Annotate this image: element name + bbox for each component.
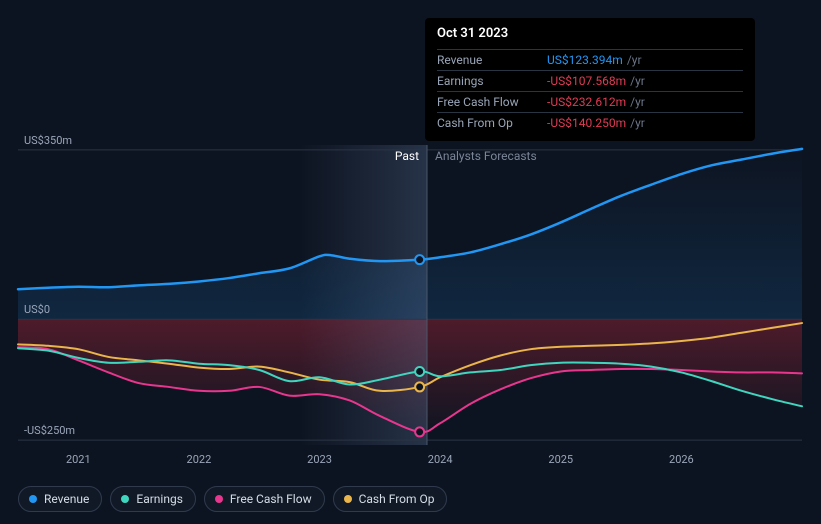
svg-text:2023: 2023 xyxy=(307,453,332,466)
tooltip-metric-unit: /yr xyxy=(630,116,645,130)
tooltip-date: Oct 31 2023 xyxy=(437,26,743,45)
tooltip-row: Cash From Op-US$140.250m/yr xyxy=(437,112,743,133)
svg-text:-US$250m: -US$250m xyxy=(24,424,75,437)
svg-text:2026: 2026 xyxy=(669,453,694,466)
legend-label: Earnings xyxy=(136,492,183,506)
legend-label: Cash From Op xyxy=(359,492,435,506)
tooltip-metric-label: Earnings xyxy=(437,74,547,88)
svg-text:Analysts Forecasts: Analysts Forecasts xyxy=(435,149,537,163)
tooltip-metric-value: -US$107.568m xyxy=(547,74,626,88)
legend-dot-icon xyxy=(344,495,352,503)
legend-item-revenue[interactable]: Revenue xyxy=(18,486,102,512)
tooltip-metric-unit: /yr xyxy=(630,95,645,109)
svg-text:2021: 2021 xyxy=(66,453,91,466)
legend-dot-icon xyxy=(29,495,37,503)
tooltip-metric-value: -US$140.250m xyxy=(547,116,626,130)
legend-item-cash-from-op[interactable]: Cash From Op xyxy=(333,486,448,512)
chart-legend: Revenue Earnings Free Cash Flow Cash From O… xyxy=(18,486,447,512)
svg-text:US$0: US$0 xyxy=(24,303,50,316)
tooltip-metric-label: Revenue xyxy=(437,53,547,67)
legend-item-free-cash-flow[interactable]: Free Cash Flow xyxy=(204,486,325,512)
chart-tooltip: Oct 31 2023 RevenueUS$123.394m/yrEarning… xyxy=(425,18,755,141)
svg-text:US$350m: US$350m xyxy=(24,134,72,147)
financial-chart: { "layout": { "width": 821, "height": 52… xyxy=(0,0,821,524)
tooltip-metric-value: -US$232.612m xyxy=(547,95,626,109)
tooltip-row: Earnings-US$107.568m/yr xyxy=(437,70,743,91)
legend-label: Free Cash Flow xyxy=(230,492,312,506)
svg-text:2022: 2022 xyxy=(187,453,212,466)
tooltip-metric-label: Cash From Op xyxy=(437,116,547,130)
tooltip-metric-label: Free Cash Flow xyxy=(437,95,547,109)
tooltip-row: Free Cash Flow-US$232.612m/yr xyxy=(437,91,743,112)
tooltip-row: RevenueUS$123.394m/yr xyxy=(437,49,743,70)
tooltip-metric-unit: /yr xyxy=(630,74,645,88)
svg-text:2025: 2025 xyxy=(548,453,573,466)
legend-dot-icon xyxy=(121,495,129,503)
legend-item-earnings[interactable]: Earnings xyxy=(110,486,196,512)
svg-text:2024: 2024 xyxy=(428,453,453,466)
tooltip-metric-unit: /yr xyxy=(627,53,642,67)
tooltip-metric-value: US$123.394m xyxy=(547,53,623,67)
svg-text:Past: Past xyxy=(395,149,419,163)
legend-label: Revenue xyxy=(44,492,89,506)
legend-dot-icon xyxy=(215,495,223,503)
